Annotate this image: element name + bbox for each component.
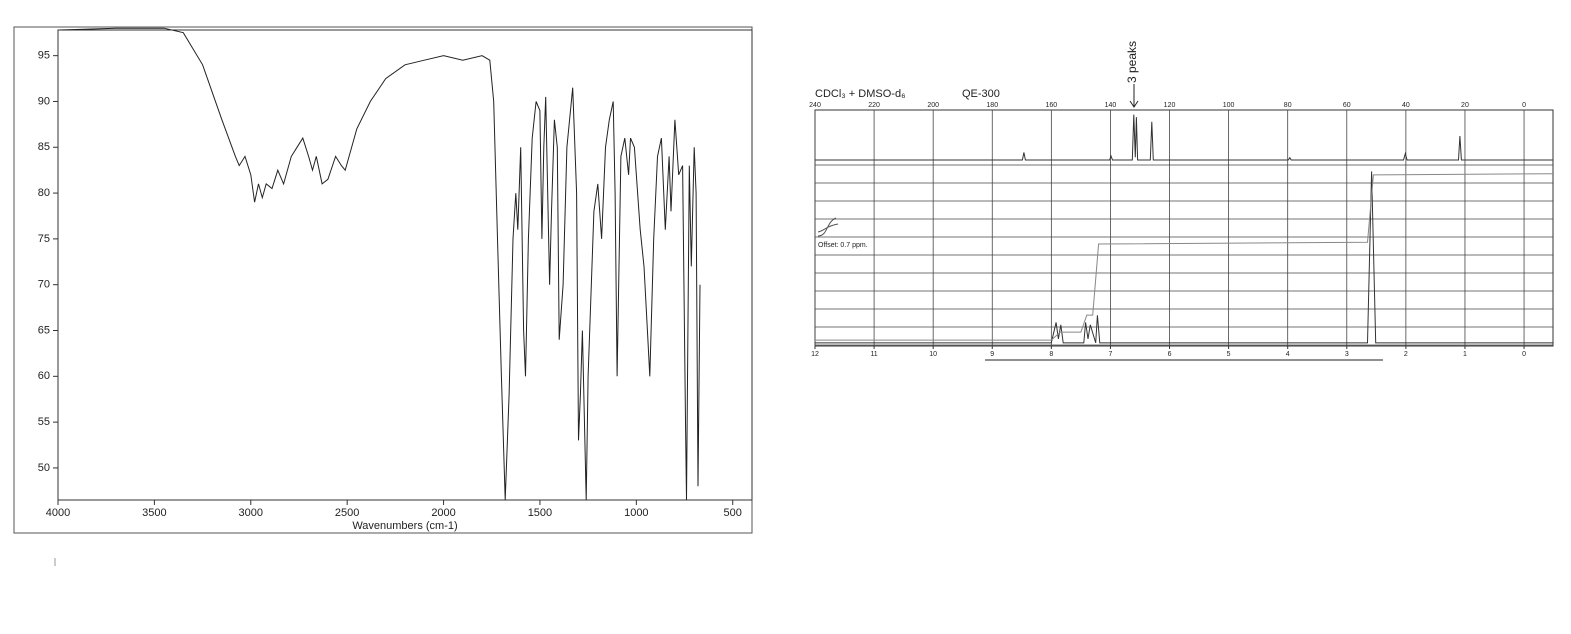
x2-tick-label: 220	[868, 102, 880, 109]
x-tick-label: 8	[1049, 351, 1053, 358]
spectrum-line	[59, 27, 701, 501]
inset-integral	[817, 217, 839, 237]
x-tick-label: 11	[870, 351, 877, 358]
x2-tick-label: 120	[1164, 102, 1176, 109]
y-tick-label: 70	[38, 279, 50, 291]
y-tick-label: 55	[38, 416, 50, 428]
x-tick-label: 4000	[46, 507, 70, 519]
x2-tick-label: 60	[1343, 102, 1351, 109]
offset-label: Offset: 0.7 ppm.	[818, 242, 868, 249]
spectrum-line	[815, 114, 1553, 161]
x-tick-label: 500	[724, 507, 742, 519]
x2-tick-label: 200	[927, 102, 939, 109]
handwritten-note: 3 peaks	[1125, 41, 1139, 83]
x2-tick-label: 20	[1461, 102, 1469, 109]
y-tick-label: 65	[38, 324, 50, 336]
x-tick-label: 9	[990, 351, 994, 358]
plot-frame	[57, 29, 753, 501]
y-tick-label: 75	[38, 233, 50, 245]
x-tick-label: 0	[1522, 351, 1526, 358]
x-tick-label: 1500	[528, 507, 552, 519]
plot-frame	[814, 109, 1554, 347]
x2-tick-label: 80	[1284, 102, 1292, 109]
note-arrow	[1129, 84, 1139, 108]
y-tick-label: 60	[38, 370, 50, 382]
x-tick-label: 3500	[142, 507, 166, 519]
x-tick-label: 6	[1168, 351, 1172, 358]
x2-tick-label: 180	[986, 102, 998, 109]
x-tick-label: 3000	[239, 507, 263, 519]
spectrum-line	[815, 173, 1554, 341]
x2-tick-label: 40	[1402, 102, 1410, 109]
x-tick-label: 4	[1286, 351, 1290, 358]
x-tick-label: 3	[1345, 351, 1349, 358]
solvent-label: CDCl₃ + DMSO-d₆	[815, 88, 906, 100]
x-tick-label: 5	[1227, 351, 1231, 358]
x2-tick-label: 0	[1522, 102, 1526, 109]
x2-tick-label: 140	[1105, 102, 1117, 109]
y-tick-label: 85	[38, 141, 50, 153]
y-tick-label: 80	[38, 187, 50, 199]
x-tick-label: 2000	[431, 507, 455, 519]
x2-tick-label: 240	[809, 102, 821, 109]
x-tick-label: 1	[1463, 351, 1467, 358]
x-tick-label: 2	[1404, 351, 1408, 358]
instrument-label: QE-300	[962, 88, 1000, 100]
x-tick-label: 2500	[335, 507, 359, 519]
y-tick-label: 90	[38, 95, 50, 107]
x-tick-label: 12	[811, 351, 819, 358]
ir-outer-frame	[13, 26, 753, 534]
x2-tick-label: 160	[1046, 102, 1058, 109]
x2-tick-label: 100	[1223, 102, 1235, 109]
x-axis-label: Wavenumbers (cm-1)	[352, 520, 457, 532]
x-tick-label: 10	[929, 351, 937, 358]
y-tick-label: 95	[38, 50, 50, 62]
y-tick-label: 50	[38, 462, 50, 474]
x-tick-label: 1000	[624, 507, 648, 519]
spectrum-line	[815, 171, 1553, 344]
x-tick-label: 7	[1108, 351, 1112, 358]
